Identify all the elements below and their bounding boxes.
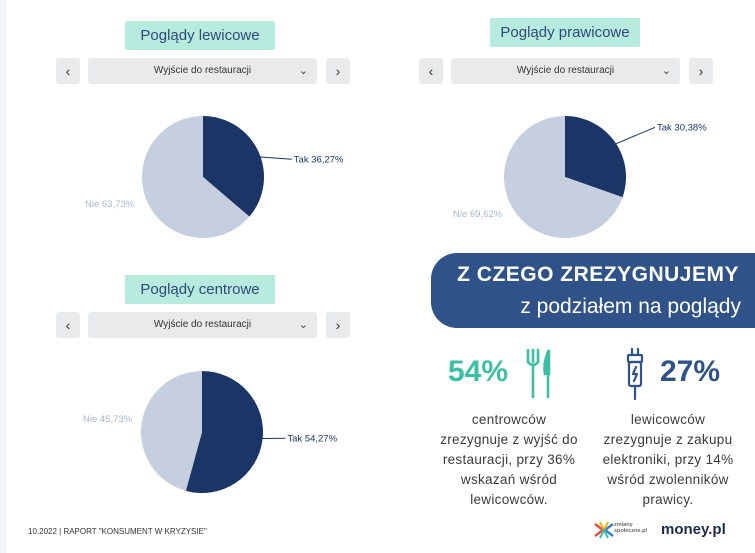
money-pl-logo: money.pl bbox=[661, 521, 726, 538]
next-button-prawicowe[interactable]: › bbox=[689, 58, 713, 84]
data-label-nie: Nie 69,62% bbox=[453, 209, 503, 220]
stat-line: wskazań wśród bbox=[460, 472, 558, 487]
logo-line: społeczne.pl bbox=[614, 528, 648, 534]
pie-slice-tak bbox=[185, 371, 263, 493]
pie-slice-tak bbox=[565, 116, 626, 198]
prev-button-lewicowe[interactable]: ‹ bbox=[56, 58, 80, 84]
stat-line: prawicy. bbox=[642, 492, 694, 507]
footer-report-label: 10.2022 | RAPORT "KONSUMENT W KRYZYSIE" bbox=[28, 527, 207, 536]
data-label-nie: Nie 63,73% bbox=[85, 199, 135, 210]
data-label-tak: Tak 36,27% bbox=[294, 154, 344, 165]
stat-line: wśród zwolenników bbox=[607, 472, 729, 487]
select-value: Wyjście do restauracji bbox=[153, 319, 252, 330]
fork-knife-icon bbox=[526, 348, 551, 399]
stat-line: restauracji, przy 36% bbox=[442, 452, 576, 467]
stat-line: lewicowców. bbox=[470, 492, 548, 507]
category-select-prawicowe[interactable]: Wyjście do restauracji ⌄ bbox=[451, 58, 680, 84]
panel-title-prawicowe: Poglądy prawicowe bbox=[490, 18, 640, 47]
select-value: Wyjście do restauracji bbox=[153, 65, 252, 76]
prev-button-prawicowe[interactable]: ‹ bbox=[419, 58, 443, 84]
zmiany-spoleczne-logo: zmiany społeczne.pl bbox=[614, 522, 647, 534]
pie-slice-tak bbox=[203, 116, 264, 217]
stat-line: centrowców bbox=[471, 412, 547, 427]
panel-title-centrowe: Poglądy centrowe bbox=[125, 275, 275, 304]
leader-line-tak bbox=[605, 126, 656, 149]
stat-line: zrezygnuje z wyjść do bbox=[440, 432, 578, 447]
stat-description-electronics: lewicowców zrezygnuje z zakupu elektroni… bbox=[583, 410, 753, 510]
stat-value-restaurant: 54% bbox=[448, 355, 509, 388]
chevron-down-icon: ⌄ bbox=[661, 65, 671, 77]
select-value: Wyjście do restauracji bbox=[516, 65, 615, 76]
stat-description-restaurant: centrowców zrezygnuje z wyjść do restaur… bbox=[424, 410, 594, 510]
next-button-centrowe[interactable]: › bbox=[326, 312, 350, 338]
category-select-lewicowe[interactable]: Wyjście do restauracji ⌄ bbox=[88, 58, 317, 84]
pie-slice-nie bbox=[503, 116, 623, 238]
logo-line: zmiany bbox=[614, 522, 633, 528]
stat-line: zrezygnuje z zakupu bbox=[603, 432, 733, 447]
prev-button-centrowe[interactable]: ‹ bbox=[56, 312, 80, 338]
stat-line: lewicowców bbox=[630, 412, 706, 427]
pie-chart-lewicowe: Tak 36,27% Nie 63,73% bbox=[85, 116, 344, 238]
zmiany-spoleczne-logo-icon bbox=[594, 521, 614, 539]
stat-line: elektroniki, przy 14% bbox=[602, 452, 734, 467]
page-edge bbox=[0, 0, 6, 553]
charging-cable-icon bbox=[626, 347, 644, 401]
chevron-down-icon: ⌄ bbox=[298, 319, 308, 331]
data-label-tak: Tak 54,27% bbox=[287, 433, 337, 444]
stat-value-electronics: 27% bbox=[660, 355, 721, 388]
pie-slice-nie bbox=[141, 371, 202, 491]
pie-chart-centrowe: Tak 54,27% Nie 45,73% bbox=[83, 371, 338, 493]
data-label-nie: Nie 45,73% bbox=[83, 414, 133, 425]
data-label-tak: Tak 30,38% bbox=[657, 122, 707, 133]
banner-title: Z CZEGO ZREZYGNUJEMY bbox=[457, 263, 739, 286]
section-banner: Z CZEGO ZREZYGNUJEMY z podziałem na pogl… bbox=[431, 253, 755, 328]
banner-subtitle: z podziałem na poglądy bbox=[520, 295, 741, 318]
pie-slice-nie bbox=[141, 116, 250, 238]
pie-chart-prawicowe: Tak 30,38% Nie 69,62% bbox=[453, 116, 707, 238]
category-select-centrowe[interactable]: Wyjście do restauracji ⌄ bbox=[88, 312, 317, 338]
chevron-down-icon: ⌄ bbox=[298, 65, 308, 77]
panel-title-lewicowe: Poglądy lewicowe bbox=[125, 21, 275, 50]
leader-line-tak bbox=[248, 155, 292, 160]
next-button-lewicowe[interactable]: › bbox=[326, 58, 350, 84]
